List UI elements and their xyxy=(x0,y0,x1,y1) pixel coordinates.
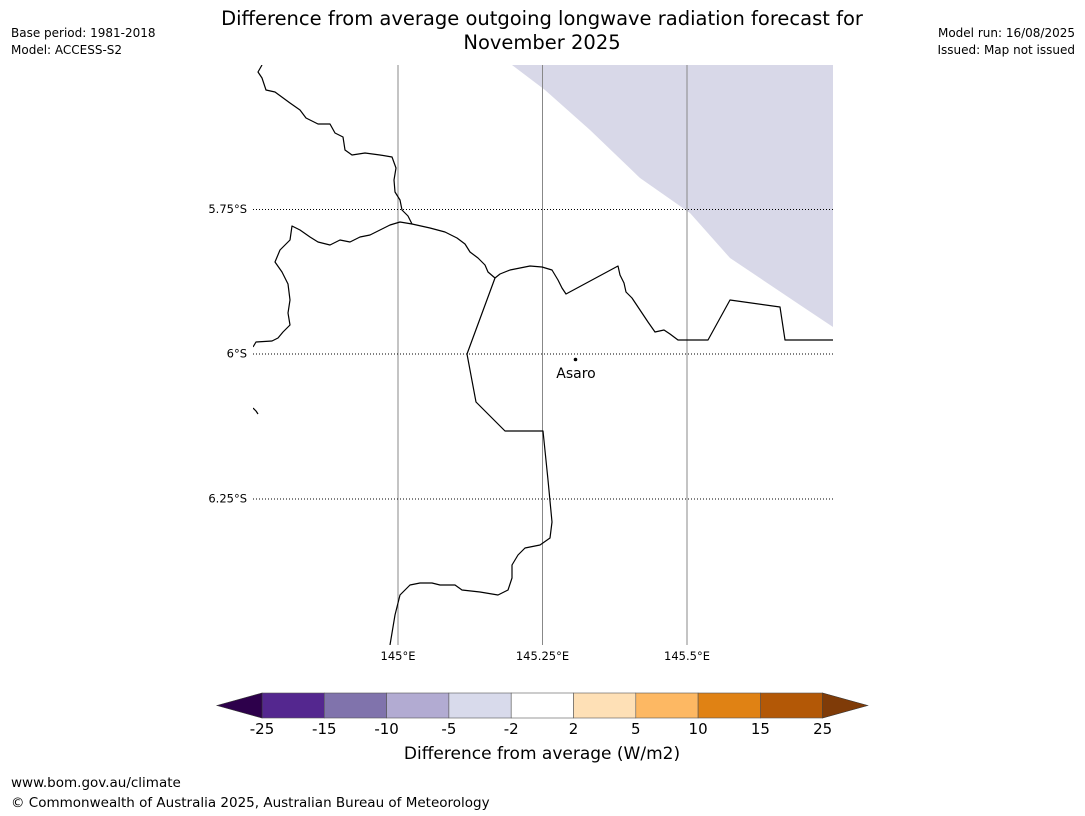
model-text: Model: ACCESS-S2 xyxy=(11,43,123,57)
colorbar-tick-label: 15 xyxy=(750,720,770,738)
colorbar-tick-label: -5 xyxy=(441,720,457,738)
province-boundary-north xyxy=(253,65,413,348)
forecast-map: 5.75°S 6°S 6.25°S 145°E 145.25°E 145.5°E… xyxy=(208,65,833,663)
lat-label-6s: 6°S xyxy=(227,347,247,361)
colorbar-box xyxy=(323,692,387,719)
colorbar-box xyxy=(510,692,574,719)
colorbar-box xyxy=(448,692,512,719)
colorbar-extend-high xyxy=(822,692,869,719)
colorbar-tick-label: 10 xyxy=(688,720,708,738)
colorbar-tick-label: -2 xyxy=(503,720,519,738)
province-boundary-south xyxy=(389,277,553,645)
model-run-text: Model run: 16/08/2025 xyxy=(937,26,1075,40)
issued-text: Issued: Map not issued xyxy=(937,43,1075,57)
colorbar-tick-label: -15 xyxy=(312,720,337,738)
colorbar-tick-label: -10 xyxy=(374,720,399,738)
colorbar-box xyxy=(261,692,325,719)
colorbar-box xyxy=(386,692,450,719)
colorbar-box xyxy=(760,692,824,719)
lat-label-6-25s: 6.25°S xyxy=(208,492,247,506)
colorbar-box xyxy=(635,692,699,719)
colorbar-extend-low xyxy=(215,692,263,719)
issue-info: Model run: 16/08/2025 Issued: Map not is… xyxy=(937,25,1075,59)
footer-copyright: © Commonwealth of Australia 2025, Austra… xyxy=(11,795,490,811)
anomaly-region xyxy=(512,65,833,327)
model-info: Base period: 1981-2018 Model: ACCESS-S2 xyxy=(11,25,156,59)
place-label-asaro: Asaro xyxy=(556,366,595,382)
base-period-text: Base period: 1981-2018 xyxy=(11,26,156,40)
asaro-location-dot xyxy=(573,357,578,362)
coastline-fragment xyxy=(253,407,259,415)
lon-label-145-5e: 145.5°E xyxy=(664,649,710,663)
lat-label-5-75s: 5.75°S xyxy=(208,202,247,216)
title-line-2: November 2025 xyxy=(463,31,621,54)
colorbar-tick-label: 2 xyxy=(568,720,579,738)
colorbar-box xyxy=(573,692,637,719)
colorbar-tick-label: -25 xyxy=(249,720,275,738)
province-boundary-central xyxy=(411,223,833,341)
colorbar-box xyxy=(697,692,761,719)
colorbar-label: Difference from average (W/m2) xyxy=(403,744,681,764)
title-line-1: Difference from average outgoing longwav… xyxy=(221,7,863,30)
colorbar-tick-label: 5 xyxy=(631,720,641,738)
footer-url: www.bom.gov.au/climate xyxy=(11,775,181,791)
lon-label-145-25e: 145.25°E xyxy=(516,649,569,663)
map-title: Difference from average outgoing longwav… xyxy=(142,7,942,55)
lon-label-145e: 145°E xyxy=(381,649,416,663)
colorbar-tick-label: 25 xyxy=(813,720,833,738)
